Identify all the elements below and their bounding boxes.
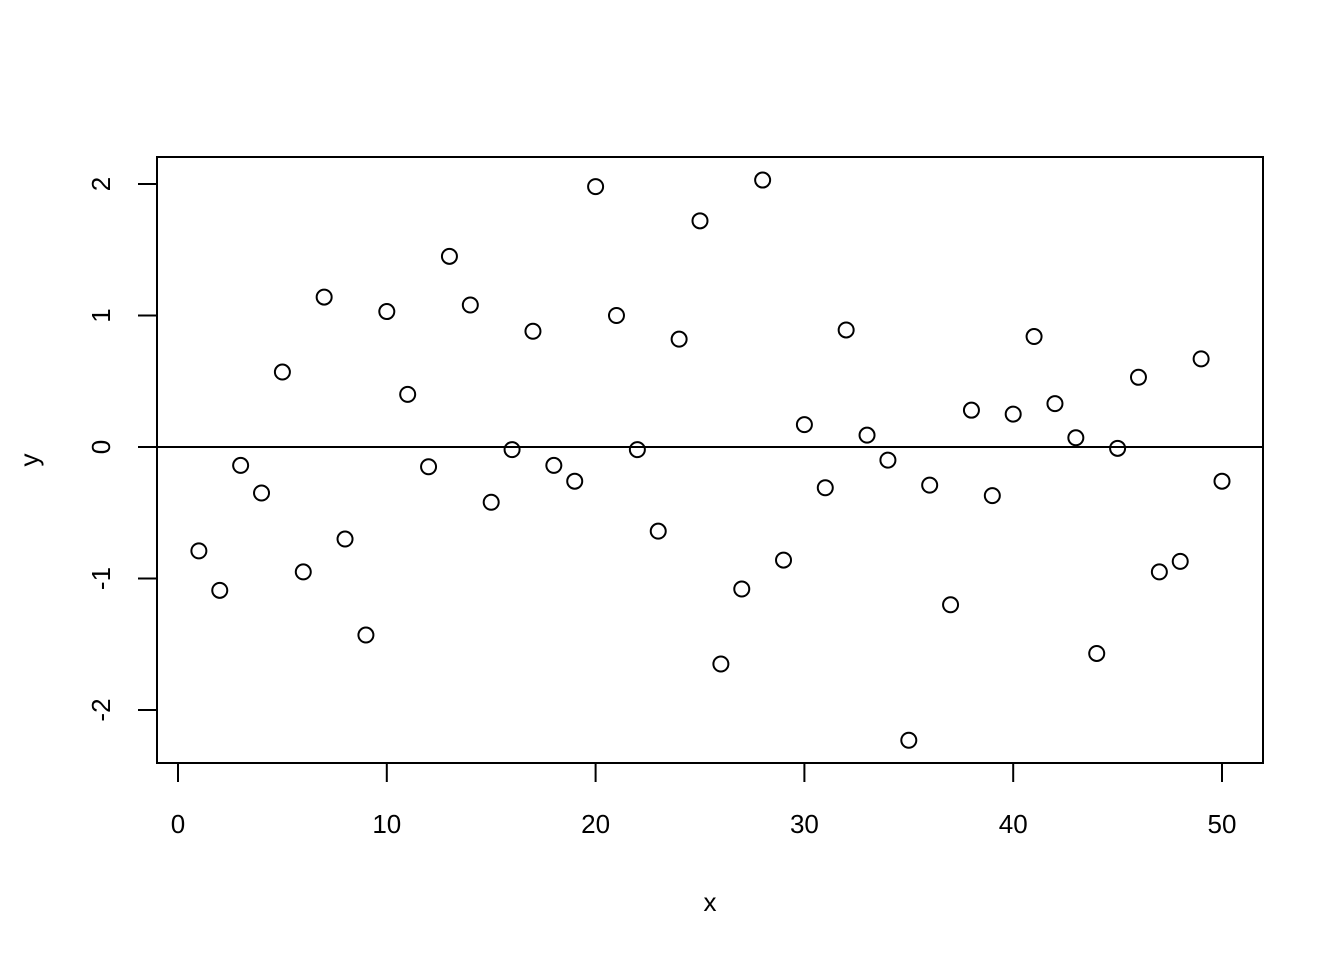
scatter-point — [795, 416, 813, 434]
scatter-point — [461, 296, 479, 314]
scatter-point — [607, 307, 625, 324]
x-axis: 0 10 20 30 40 50 — [171, 762, 1237, 839]
scatter-point — [420, 458, 438, 476]
scatter-point — [1129, 368, 1147, 386]
y-tick-label: 2 — [86, 177, 116, 191]
plot-frame — [156, 156, 1264, 764]
scatter-point — [253, 484, 271, 502]
scatter-point — [566, 472, 584, 490]
y-tick-label: 0 — [86, 440, 116, 454]
scatter-point — [649, 522, 667, 540]
x-tick-label: 50 — [1208, 809, 1237, 839]
scatter-point — [983, 487, 1001, 505]
scatter-point — [1109, 439, 1127, 457]
scatter-point — [190, 542, 208, 560]
scatter-point — [482, 493, 500, 511]
scatter-point — [545, 456, 563, 474]
scatter-point — [1067, 429, 1085, 447]
scatter-point — [1046, 395, 1064, 413]
scatter-point — [357, 626, 375, 644]
scatter-point — [1088, 644, 1106, 662]
scatter-point — [691, 212, 709, 230]
scatter-point — [837, 321, 855, 339]
scatter-point — [670, 330, 688, 348]
scatter-point — [879, 451, 897, 469]
x-tick-label: 40 — [999, 809, 1028, 839]
scatter-point — [1213, 472, 1231, 490]
scatter-point — [733, 580, 751, 598]
scatter-point — [942, 596, 960, 614]
scatter-point — [1171, 552, 1189, 570]
scatter-point — [1150, 563, 1168, 581]
scatter-point — [775, 551, 793, 569]
data-points — [190, 171, 1231, 749]
scatter-point — [294, 563, 312, 581]
scatter-point — [900, 731, 918, 749]
scatter-point — [587, 178, 605, 196]
y-tick-label: -2 — [86, 698, 116, 721]
scatter-point — [503, 441, 521, 459]
scatter-point — [211, 581, 229, 599]
scatter-point — [1004, 405, 1022, 423]
scatter-point — [315, 288, 333, 306]
y-tick-label: -1 — [86, 567, 116, 590]
scatter-point — [336, 530, 354, 548]
scatter-point — [962, 401, 980, 419]
y-axis: -2 -1 0 1 2 — [86, 177, 158, 722]
x-axis-title: x — [704, 887, 717, 917]
x-tick-label: 30 — [790, 809, 819, 839]
x-tick-label: 10 — [372, 809, 401, 839]
scatter-point — [378, 303, 396, 321]
y-axis-title: y — [14, 454, 44, 467]
scatter-point — [440, 247, 458, 265]
scatter-point — [858, 426, 876, 444]
scatter-point — [524, 322, 542, 340]
scatter-point — [628, 441, 646, 459]
x-tick-label: 0 — [171, 809, 185, 839]
scatter-point — [1192, 350, 1210, 368]
scatter-point — [816, 479, 834, 497]
scatter-point — [754, 171, 772, 189]
scatter-point — [712, 655, 730, 673]
scatter-point — [921, 476, 939, 494]
scatter-point — [232, 456, 250, 474]
scatter-point — [399, 385, 417, 403]
scatter-point — [273, 363, 291, 381]
y-tick-label: 1 — [86, 308, 116, 322]
x-tick-label: 20 — [581, 809, 610, 839]
scatter-point — [1025, 328, 1043, 346]
